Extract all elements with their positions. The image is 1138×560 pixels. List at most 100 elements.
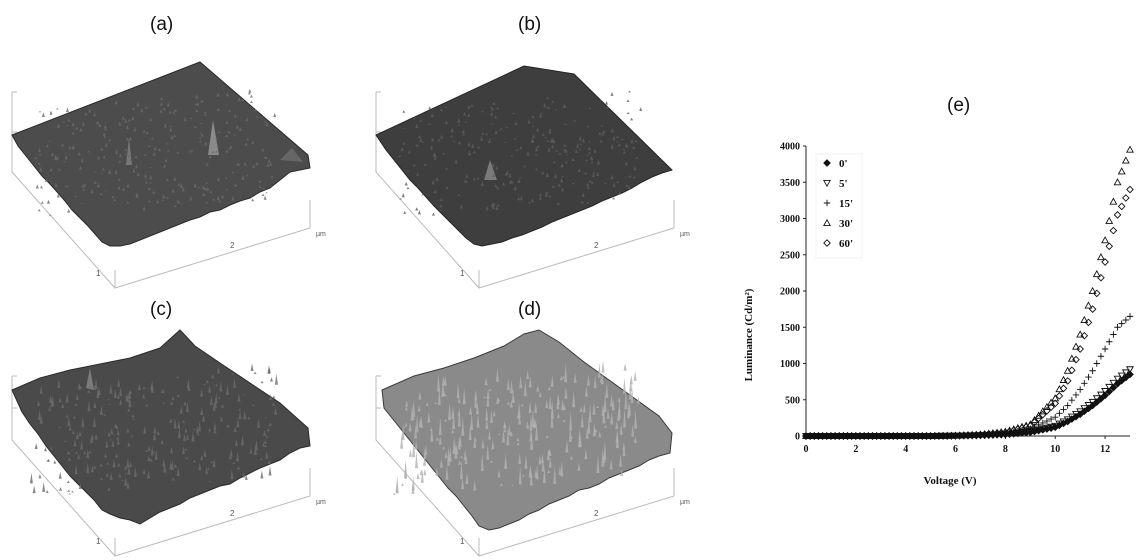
afm-surface-fill-d: [381, 329, 673, 531]
legend-box: [815, 153, 863, 259]
data-point: [1059, 418, 1068, 426]
data-point: [1109, 197, 1118, 205]
data-point: [1014, 425, 1022, 433]
data-point: [1060, 406, 1067, 413]
data-point: [1067, 413, 1076, 421]
x-tick-label: 2: [853, 444, 858, 455]
data-point: [1063, 377, 1072, 385]
data-point: [1034, 414, 1043, 423]
data-point: [1084, 402, 1093, 410]
data-point: [1055, 392, 1064, 400]
afm-frame-d: [375, 375, 675, 557]
y-tick-label: 3500: [780, 178, 800, 189]
panel-label-e: (e): [947, 95, 971, 116]
legend-label: 5': [839, 178, 848, 190]
data-point: [1109, 226, 1118, 235]
data-point: [1105, 383, 1114, 392]
afm-b-texture: [398, 90, 643, 216]
data-point: [1084, 318, 1093, 327]
data-point: [1038, 425, 1047, 433]
data-point: [1059, 384, 1068, 393]
data-point: [1080, 331, 1089, 340]
data-point: [1076, 386, 1084, 393]
afm-surface-d: 1 2 µm: [375, 329, 690, 557]
data-point: [1118, 320, 1125, 327]
data-point: [1122, 316, 1130, 324]
data-point: [1055, 420, 1064, 428]
data-point: [1096, 253, 1105, 261]
afm-tick-b-2: 2: [594, 241, 599, 250]
afm-tick-a-1: 1: [96, 269, 101, 278]
data-point: [1043, 417, 1051, 425]
afm-tick-d-2: 2: [594, 509, 599, 518]
panel-label-c: (c): [150, 299, 173, 320]
data-point: [1067, 354, 1076, 362]
data-point: [1030, 415, 1039, 424]
data-point: [1085, 373, 1092, 381]
y-tick-label: 3000: [780, 214, 800, 225]
data-point: [1097, 353, 1105, 360]
x-axis-label: Voltage (V): [923, 475, 976, 487]
data-point: [1068, 397, 1076, 404]
data-point: [1038, 410, 1047, 419]
afm-tick-b-1: 1: [460, 269, 465, 278]
data-point: [1084, 301, 1093, 309]
data-point: [1126, 366, 1134, 374]
y-tick-label: 2500: [780, 250, 800, 261]
data-point: [1080, 315, 1089, 324]
data-point: [1051, 399, 1060, 408]
afm-surface-fill-c: [11, 329, 311, 525]
data-point: [1018, 424, 1026, 432]
data-point: [1047, 403, 1055, 411]
data-point: [1089, 367, 1096, 374]
afm-surface-fill-a: [11, 61, 311, 247]
data-point: [1092, 395, 1101, 403]
legend-label: 15': [839, 198, 853, 210]
data-point: [1101, 388, 1110, 396]
legend-marker: [823, 199, 831, 207]
data-point: [1092, 269, 1101, 278]
data-point: [1092, 289, 1101, 298]
afm-surface-b: 1 2 µm: [375, 65, 690, 289]
data-point: [1022, 423, 1030, 431]
data-point: [1039, 419, 1046, 427]
data-point: [1047, 415, 1055, 423]
data-point: [1052, 413, 1059, 421]
data-point: [1114, 324, 1121, 331]
data-point: [1081, 380, 1088, 387]
afm-tick-d-1: 1: [460, 537, 465, 546]
data-point: [1042, 424, 1051, 432]
data-point: [1076, 408, 1085, 416]
data-point: [1072, 355, 1080, 364]
data-point: [1101, 236, 1110, 244]
data-point: [1026, 422, 1035, 430]
data-point: [1088, 286, 1097, 295]
data-point: [1051, 422, 1060, 430]
afm-d-texture: [392, 360, 640, 495]
y-tick-label: 2000: [780, 287, 800, 298]
data-point: [1088, 305, 1097, 313]
data-point: [1072, 342, 1080, 350]
data-point: [1121, 369, 1130, 377]
afm-tick-c-1: 1: [96, 537, 101, 546]
data-point: [1113, 178, 1122, 186]
afm-surface-fill-b: [375, 65, 673, 247]
data-point: [1056, 410, 1063, 417]
x-tick-label: 10: [1050, 444, 1060, 455]
afm-unit-b: µm: [680, 231, 690, 238]
afm-c-texture: [29, 363, 278, 495]
legend-marker: [823, 218, 831, 227]
afm-tick-c-2: 2: [230, 509, 235, 518]
y-tick-label: 0: [795, 432, 800, 443]
x-tick-label: 6: [953, 444, 958, 455]
legend-marker: [823, 239, 831, 247]
x-tick-label: 4: [903, 444, 908, 455]
y-tick-label: 1500: [780, 323, 800, 334]
data-point: [1109, 379, 1118, 387]
data-point: [1064, 402, 1071, 409]
afm-frame-c: [11, 375, 311, 557]
data-point: [1035, 421, 1042, 429]
data-point: [1105, 242, 1114, 251]
data-point: [1122, 373, 1130, 382]
data-point: [1096, 391, 1105, 399]
